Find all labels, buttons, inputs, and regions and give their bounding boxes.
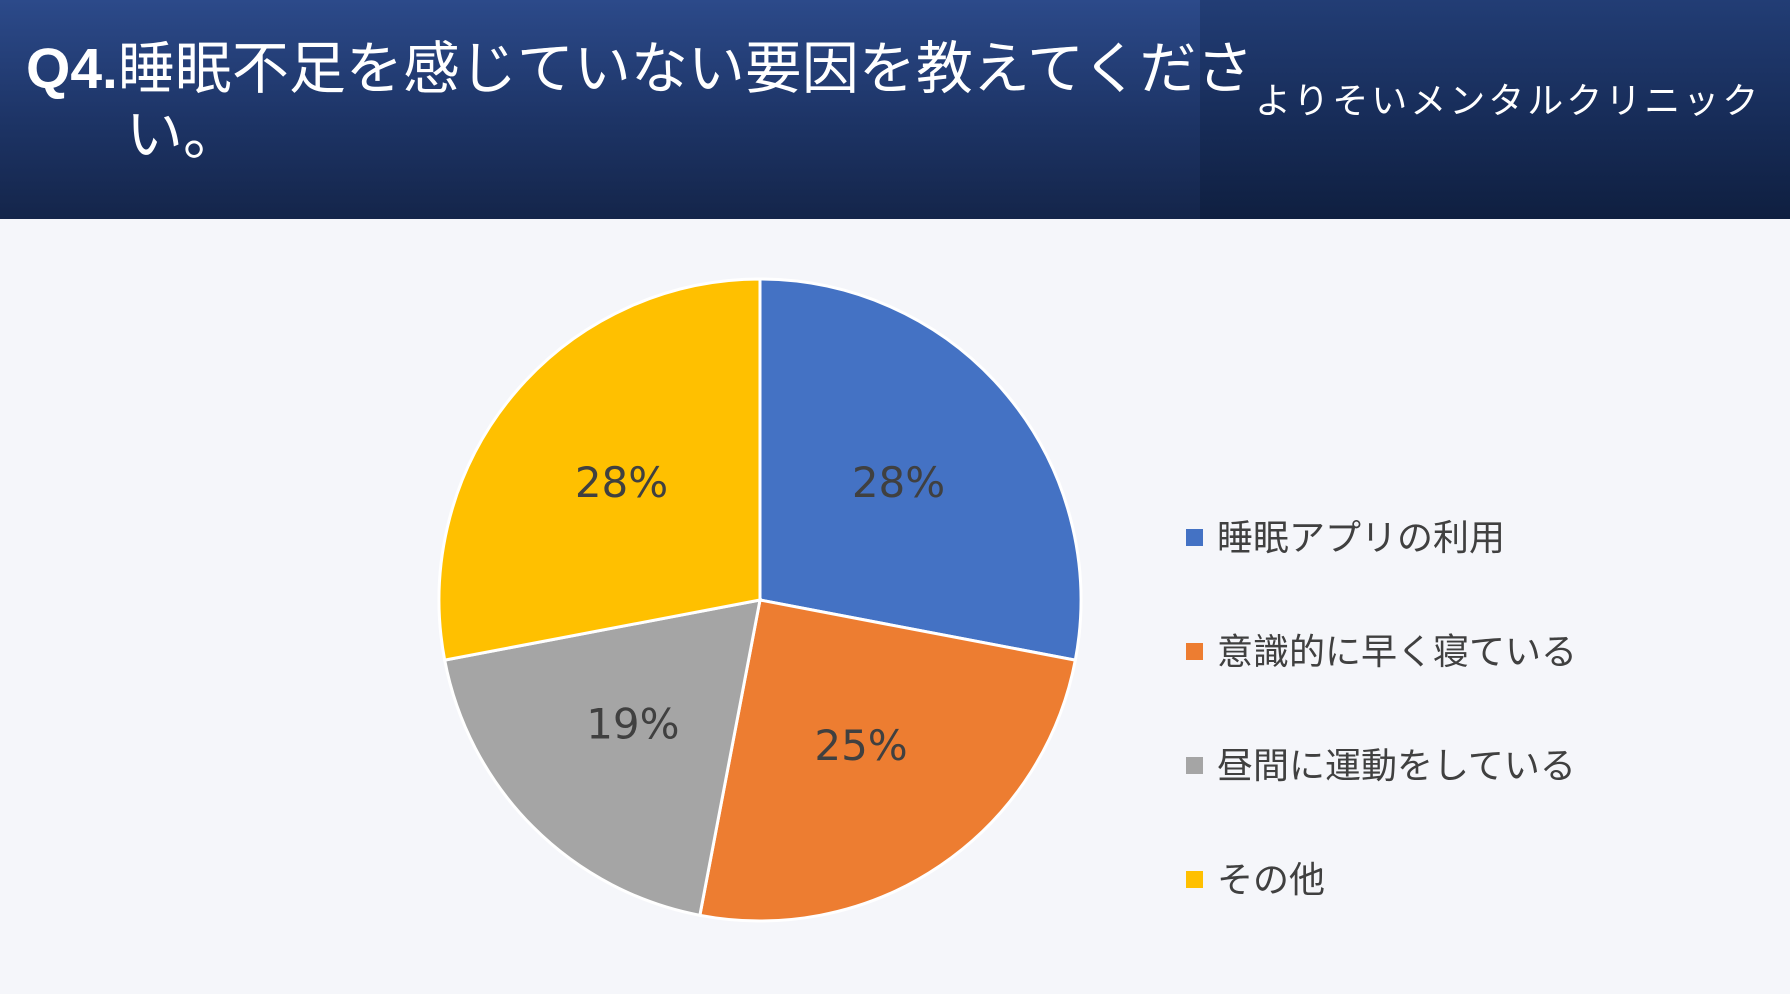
legend-item: 睡眠アプリの利用 <box>1186 478 1577 592</box>
slice-data-label: 25% <box>814 721 907 770</box>
pie-slice <box>698 598 1078 923</box>
legend-swatch <box>1186 642 1203 660</box>
slice-data-label: 28% <box>852 458 945 507</box>
chart-legend: 睡眠アプリの利用 意識的に早く寝ている 昼間に運動をしている その他 <box>1186 478 1577 934</box>
legend-swatch <box>1186 870 1203 888</box>
legend-item: 意識的に早く寝ている <box>1186 592 1577 706</box>
pie-slice <box>758 277 1083 662</box>
slide-title: Q4.睡眠不足を感じていない要因を教えてください。 <box>26 36 1296 168</box>
question-number: Q4. <box>26 37 118 101</box>
legend-item: 昼間に運動をしている <box>1186 706 1577 820</box>
legend-label: その他 <box>1217 860 1326 901</box>
pie-chart: 28% 25% 19% 28% <box>437 277 1083 923</box>
legend-swatch <box>1186 528 1203 546</box>
slice-data-label: 19% <box>586 700 679 749</box>
pie-slice <box>442 598 762 918</box>
legend-item: その他 <box>1186 820 1577 934</box>
pie-slice <box>437 277 762 662</box>
legend-label: 意識的に早く寝ている <box>1217 632 1578 673</box>
legend-swatch <box>1186 756 1203 774</box>
question-text: 睡眠不足を感じていない要因を教えてください。 <box>117 36 1254 168</box>
legend-label: 昼間に運動をしている <box>1217 746 1576 787</box>
slice-data-label: 28% <box>575 458 668 507</box>
legend-label: 睡眠アプリの利用 <box>1217 518 1506 559</box>
slide-header-right-panel <box>1200 0 1790 219</box>
clinic-name: よりそいメンタルクリニック <box>1255 81 1762 122</box>
